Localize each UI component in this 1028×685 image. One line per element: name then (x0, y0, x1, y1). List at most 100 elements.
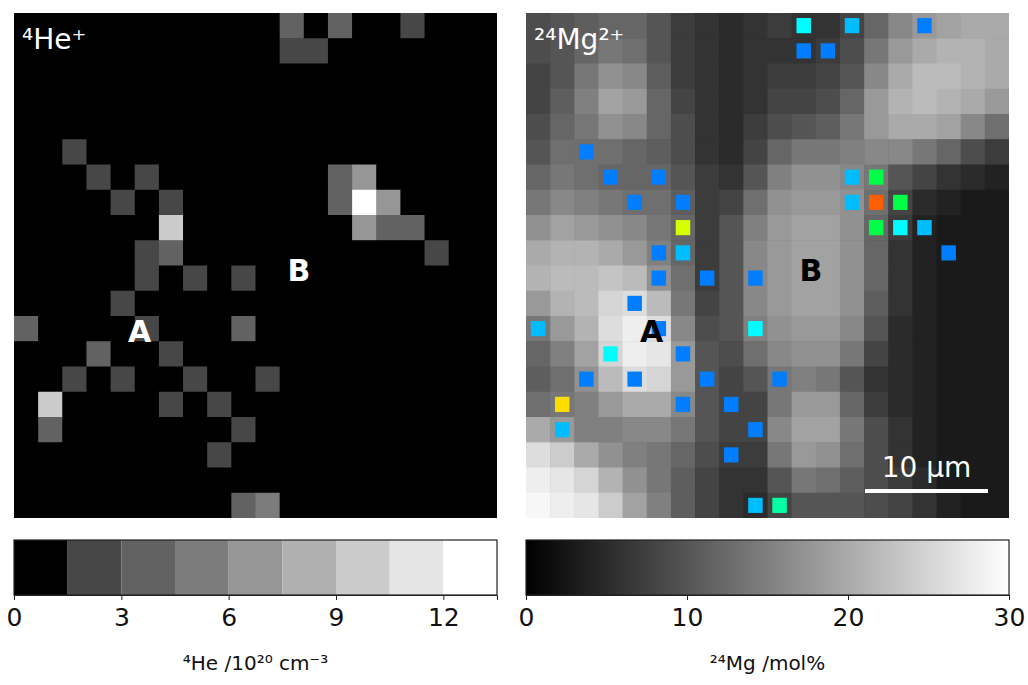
heatmap-cell (792, 417, 817, 443)
heatmap-cell (888, 114, 913, 140)
heatmap-cell (768, 64, 793, 90)
heatmap-cell (425, 291, 450, 317)
heatmap-cell (256, 341, 281, 367)
he-overlay-cell (627, 195, 641, 210)
heatmap-cell (671, 392, 696, 418)
heatmap-cell (840, 240, 865, 266)
heatmap-cell (912, 114, 937, 140)
heatmap-cell (912, 139, 937, 165)
heatmap-cell (304, 468, 329, 494)
heatmap-cell (135, 89, 160, 115)
heatmap-cell (985, 240, 1009, 266)
heatmap-cell (231, 240, 256, 266)
heatmap-cell (526, 190, 551, 216)
heatmap-cell (280, 165, 305, 191)
heatmap-cell (376, 114, 401, 140)
he-overlay-cell (700, 271, 714, 286)
heatmap-cell (449, 89, 474, 115)
heatmap-cell (207, 13, 232, 39)
heatmap-cell (256, 493, 281, 518)
colorbar-step (229, 540, 283, 595)
heatmap-cell (86, 266, 111, 292)
heatmap-cell (574, 165, 599, 191)
heatmap-cell (159, 215, 184, 241)
heatmap-cell (695, 89, 720, 115)
heatmap-cell (231, 442, 256, 468)
heatmap-cell (840, 417, 865, 443)
heatmap-cell (159, 64, 184, 90)
heatmap-cell (985, 442, 1009, 468)
heatmap-cell (352, 13, 377, 39)
heatmap-cell (768, 392, 793, 418)
heatmap-cell (647, 493, 672, 518)
heatmap-cell (888, 13, 913, 39)
colorbar-step (68, 540, 122, 595)
heatmap-cell (111, 417, 136, 443)
heatmap-cell (985, 468, 1009, 494)
heatmap-cell (280, 291, 305, 317)
heatmap-cell (912, 266, 937, 292)
he-overlay-cell (748, 271, 762, 286)
heatmap-cell (840, 190, 865, 216)
heatmap-cell (768, 190, 793, 216)
heatmap-cell (912, 38, 937, 64)
heatmap-cell (671, 114, 696, 140)
heatmap-cell (159, 139, 184, 165)
heatmap-cell (207, 215, 232, 241)
heatmap-cell (86, 89, 111, 115)
heatmap-cell (937, 139, 962, 165)
colorbar-step (443, 540, 497, 595)
heatmap-cell (768, 139, 793, 165)
heatmap-cell (86, 417, 111, 443)
he-overlay-cell (796, 18, 810, 33)
heatmap-cell (623, 215, 648, 241)
heatmap-cell (647, 139, 672, 165)
heatmap-cell (816, 215, 841, 241)
heatmap-cell (135, 417, 160, 443)
heatmap-cell (62, 64, 87, 90)
heatmap-cell (400, 341, 425, 367)
heatmap-cell (376, 190, 401, 216)
heatmap-cell (671, 64, 696, 90)
heatmap-cell (86, 38, 111, 64)
heatmap-cell (864, 266, 889, 292)
heatmap-cell (183, 13, 208, 39)
heatmap-cell (280, 139, 305, 165)
heatmap-cell (231, 114, 256, 140)
heatmap-cell (888, 367, 913, 393)
heatmap-cell (768, 341, 793, 367)
heatmap-cell (647, 114, 672, 140)
heatmap-cell (400, 215, 425, 241)
heatmap-cell (62, 367, 87, 393)
heatmap-cell (86, 493, 111, 518)
heatmap-cell (449, 240, 474, 266)
heatmap-cell (526, 89, 551, 115)
colorbar-tick: 3 (114, 595, 130, 632)
colorbar-tick-mark (687, 595, 688, 600)
heatmap-cell (888, 215, 913, 241)
colorbar-step (175, 540, 229, 595)
heatmap-cell (231, 291, 256, 317)
heatmap-cell (961, 38, 986, 64)
heatmap-cell (816, 392, 841, 418)
heatmap-cell (816, 341, 841, 367)
heatmap-cell (159, 392, 184, 418)
heatmap-cell (473, 64, 497, 90)
he-overlay-cell (676, 245, 690, 260)
heatmap-cell (14, 341, 39, 367)
heatmap-cell (376, 392, 401, 418)
he-overlay-cell (845, 170, 859, 185)
heatmap-cell (14, 89, 39, 115)
heatmap-cell (62, 468, 87, 494)
heatmap-cell (449, 13, 474, 39)
heatmap-cell (647, 89, 672, 115)
heatmap-cell (888, 392, 913, 418)
heatmap-cell (86, 139, 111, 165)
heatmap-cell (743, 392, 768, 418)
heatmap-cell (111, 240, 136, 266)
colorbar-tick-mark (443, 595, 444, 600)
heatmap-cell (256, 240, 281, 266)
heatmap-cell (598, 266, 623, 292)
heatmap-cell (111, 266, 136, 292)
heatmap-cell (792, 215, 817, 241)
